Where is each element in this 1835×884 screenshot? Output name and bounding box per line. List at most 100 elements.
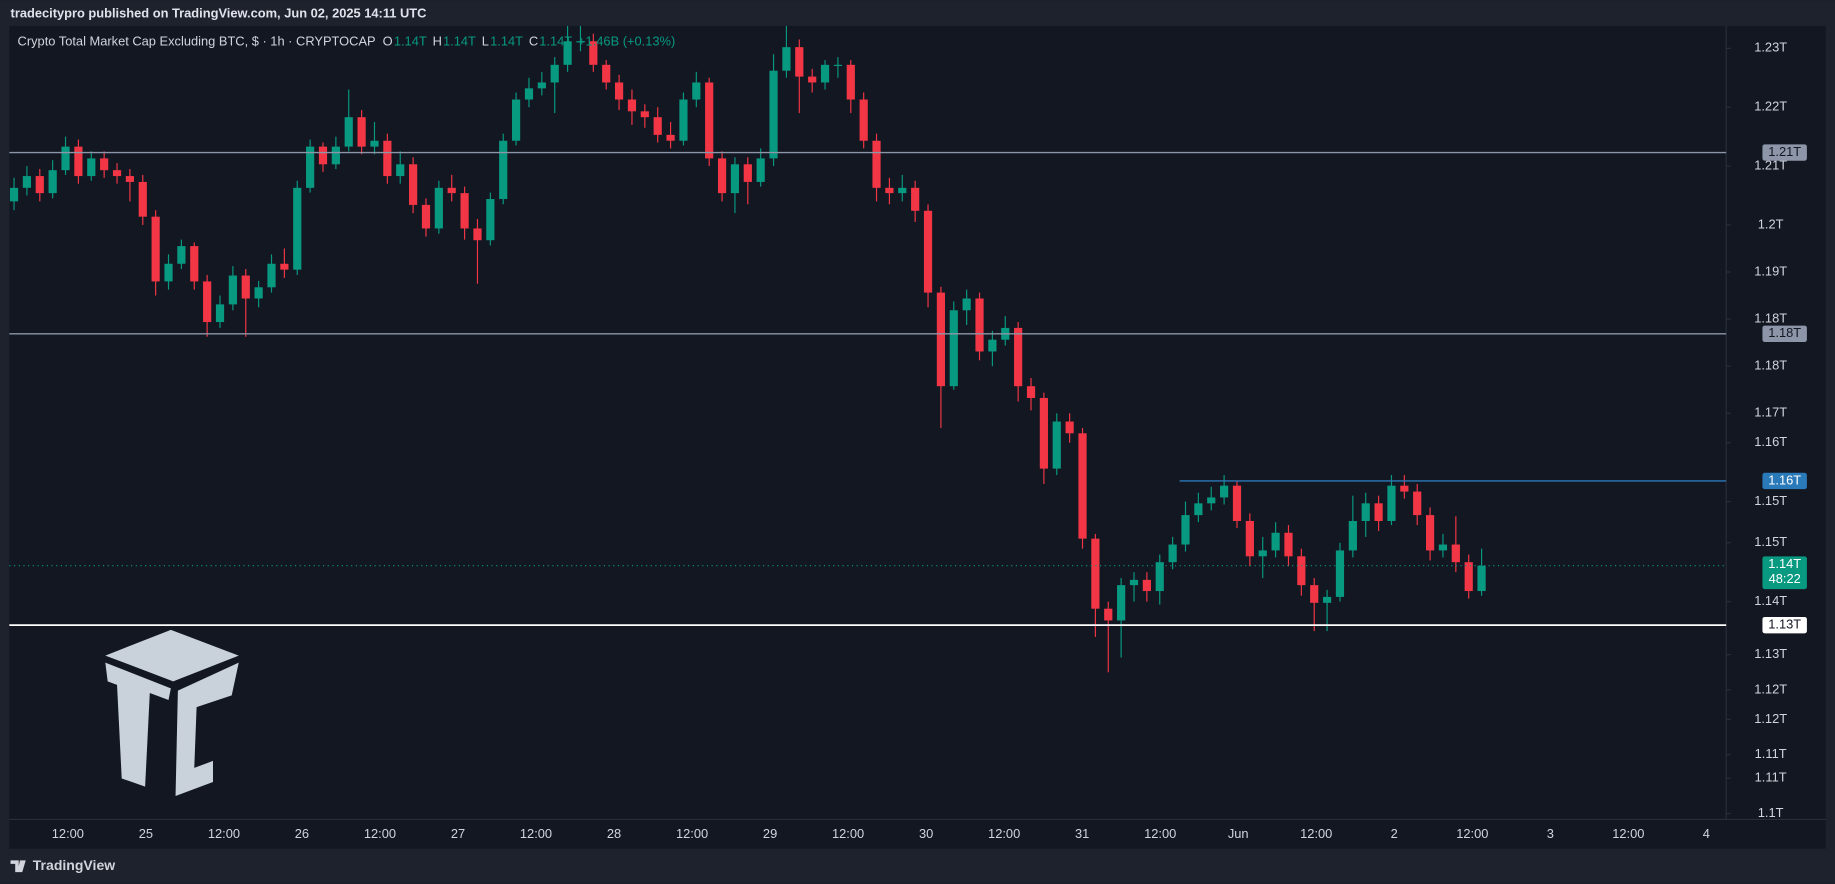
candle-body: [589, 41, 598, 65]
footer-logo: [10, 860, 26, 873]
candle-body: [383, 140, 392, 177]
legend-change: +1.46B (+0.13%): [578, 34, 675, 49]
legend-key: H: [433, 34, 442, 49]
candle-body: [87, 158, 96, 177]
candle-body: [705, 82, 714, 159]
candle-body: [164, 263, 173, 282]
logo-right: [175, 662, 239, 797]
candle-body: [975, 298, 984, 352]
candle-body: [1451, 544, 1460, 563]
logo-top: [105, 629, 239, 682]
candle-body: [717, 158, 727, 194]
candle-body: [460, 193, 469, 229]
candle-body: [898, 187, 907, 194]
candle-body: [61, 146, 70, 171]
candle-body: [563, 41, 572, 65]
candle-body: [35, 176, 44, 194]
legend-value: 1.14T: [539, 34, 572, 49]
candle-body: [280, 263, 289, 270]
candle-body: [1438, 544, 1448, 551]
candle-body: [679, 99, 688, 141]
candle-body: [473, 228, 482, 241]
y-tick-label: 1.15T: [1754, 493, 1787, 508]
candle-body: [524, 88, 534, 100]
candle-body: [1310, 585, 1319, 603]
level-label: 1.21T: [1768, 144, 1801, 159]
candle-body: [846, 64, 855, 100]
x-tick-label: 12:00: [520, 826, 552, 841]
candle-body: [1323, 596, 1332, 603]
level-label-box: [1762, 325, 1807, 343]
candle-body: [782, 47, 791, 71]
candle-body: [614, 82, 624, 100]
level-label: 1.13T: [1768, 617, 1801, 632]
x-tick-label: 26: [295, 826, 309, 841]
y-tick-label: 1.21T: [1754, 157, 1787, 172]
countdown: 48:22: [1769, 571, 1801, 586]
last-price-box: [1762, 556, 1807, 590]
candle-body: [1477, 565, 1486, 592]
candle-body: [9, 187, 19, 202]
candle-body: [576, 41, 585, 43]
y-tick-label: 1.22T: [1754, 99, 1787, 114]
candle-body: [730, 164, 740, 194]
legend-value: 1.14T: [490, 34, 523, 49]
x-tick-label: 12:00: [1612, 826, 1644, 841]
y-tick-label: 1.16T: [1754, 434, 1787, 449]
candle-body: [795, 47, 804, 77]
candle-body: [602, 64, 611, 83]
candle-body: [241, 275, 250, 299]
y-tick-label: 1.2T: [1758, 216, 1784, 231]
x-tick-label: 28: [607, 826, 621, 841]
candle-body: [1232, 485, 1242, 521]
candle-body: [293, 187, 302, 270]
candle-body: [370, 140, 379, 147]
candle-body: [409, 164, 418, 205]
legend: Crypto Total Market Cap Excluding BTC, $…: [18, 34, 676, 49]
candle-body: [331, 146, 340, 165]
candle-body: [1348, 520, 1357, 551]
candle-body: [511, 99, 521, 141]
candle-body: [1194, 503, 1203, 516]
x-tick-label: 12:00: [52, 826, 84, 841]
y-tick-label: 1.13T: [1754, 646, 1787, 661]
candle-body: [1117, 585, 1126, 621]
y-tick-label: 1.14T: [1754, 593, 1787, 608]
candle-body: [653, 117, 662, 135]
y-tick-label: 1.1T: [1758, 805, 1784, 820]
candle-body: [396, 164, 405, 177]
candle-body: [640, 111, 649, 118]
candle-body: [344, 117, 353, 147]
candle-body: [1104, 608, 1113, 621]
y-tick-label: 1.15T: [1754, 534, 1787, 549]
x-tick-label: 12:00: [676, 826, 708, 841]
x-tick-label: 12:00: [208, 826, 240, 841]
x-tick-label: 31: [1075, 826, 1089, 841]
candle-body: [177, 246, 186, 264]
candle-body: [769, 70, 778, 159]
x-tick-label: 12:00: [1144, 826, 1176, 841]
x-tick-label: 12:00: [364, 826, 396, 841]
candle-body: [1387, 485, 1396, 521]
candle-body: [499, 140, 508, 200]
candle-body: [1374, 503, 1383, 521]
x-tick-label: 12:00: [1300, 826, 1332, 841]
candle-body: [1284, 532, 1293, 557]
candle-body: [1464, 562, 1473, 592]
candle-body: [100, 158, 109, 171]
footer-brand: TradingView: [33, 857, 115, 873]
candle-body: [820, 64, 830, 83]
candle-body: [190, 246, 199, 282]
y-tick-label: 1.12T: [1754, 711, 1787, 726]
y-tick-label: 1.17T: [1754, 405, 1787, 420]
candle-body: [550, 64, 559, 83]
x-tick-label: 30: [919, 826, 933, 841]
candle-body: [666, 134, 675, 141]
candle-body: [1142, 579, 1151, 592]
y-tick-label: 1.11T: [1755, 746, 1787, 761]
candle-body: [1400, 485, 1409, 492]
candle-body: [203, 281, 212, 323]
candle-body: [743, 164, 752, 182]
candle-body: [1155, 562, 1164, 592]
